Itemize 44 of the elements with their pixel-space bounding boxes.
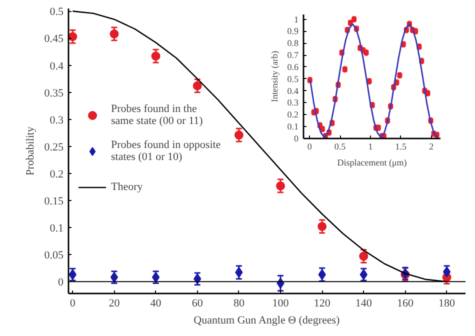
x-tick-label: 1.5 [395,142,408,152]
y-tick-label: 0.8 [287,38,299,48]
x-tick-label: 100 [272,298,290,310]
legend-label: Probes found in the same state (00 or 11) [111,102,203,128]
y-tick-label: 0.15 [44,195,64,208]
y-axis-title: Intensity (arb) [269,50,280,102]
y-tick-label: 0.3 [50,114,64,126]
y-tick-label: 0.05 [44,250,64,262]
y-tick-label: 0.6 [287,62,299,72]
y-tick-label: 0 [58,276,64,289]
x-tick-label: 60 [192,298,204,310]
y-tick-label: 0.4 [50,60,64,72]
y-tick-label: 0.7 [287,50,299,60]
y-tick-label: 0.35 [44,87,64,100]
x-tick-label: 1 [368,142,373,152]
x-tick-label: 160 [396,298,414,310]
x-axis-title: Quantum Gun Angle Θ (degrees) [194,314,340,326]
x-tick-label: 140 [355,298,372,310]
y-tick-label: 0 [294,134,299,144]
x-tick-label: 80 [233,298,245,310]
x-tick-label: 2 [429,142,434,152]
y-tick-label: 0.1 [50,222,64,235]
x-tick-label: 0 [70,298,76,310]
x-axis-title: Displacement (μm) [337,158,407,168]
y-tick-label: 0.1 [287,122,298,132]
legend-label: Probes found in opposite states (01 or 10) [111,138,221,164]
x-tick-label: 120 [314,298,331,310]
y-tick-label: 1 [294,14,298,24]
y-tick-label: 0.3 [287,98,299,108]
x-tick-label: 20 [108,298,120,310]
y-tick-label: 0.5 [50,6,64,18]
y-axis-title: Probability [24,126,36,176]
x-tick-label: 40 [150,298,162,310]
legend-label: Theory [111,180,143,194]
y-tick-label: 0.2 [50,168,64,180]
y-tick-label: 0.45 [44,33,64,46]
x-tick-label: 0 [307,142,312,152]
y-tick-label: 0.9 [287,26,299,36]
x-tick-label: 0.5 [334,142,346,152]
x-tick-label: 180 [438,298,456,310]
y-tick-label: 0.2 [287,110,298,120]
y-tick-label: 0.25 [44,141,64,154]
y-tick-label: 0.5 [287,74,299,84]
y-tick-label: 0.4 [287,86,299,96]
